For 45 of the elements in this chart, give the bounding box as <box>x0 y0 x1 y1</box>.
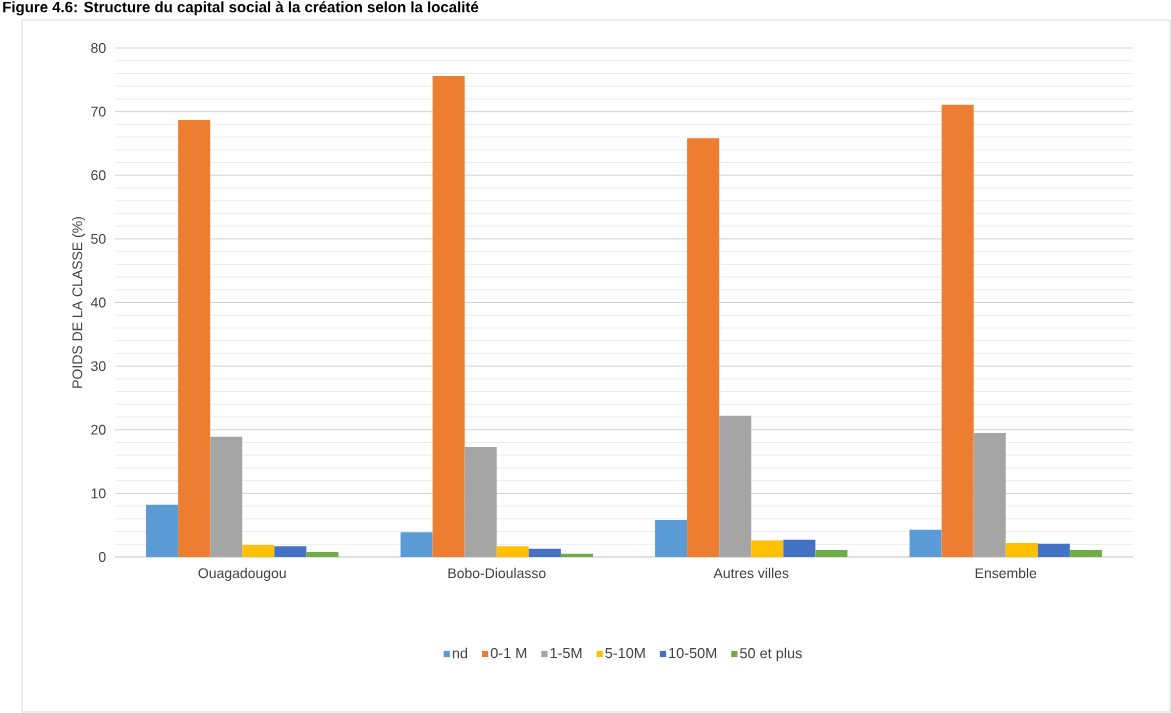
legend-label: 1-5M <box>550 647 582 659</box>
bar <box>464 446 497 557</box>
y-tick-label: 80 <box>91 43 106 53</box>
bar <box>719 415 752 557</box>
bar <box>146 504 179 557</box>
x-tick-label: Ensemble <box>975 567 1037 579</box>
bar <box>210 436 243 557</box>
bar <box>751 540 784 557</box>
x-tick-label: Ouagadougou <box>198 567 286 581</box>
bar <box>1037 543 1070 557</box>
y-tick-label: 40 <box>90 297 106 308</box>
y-axis-title: POIDS DE LA CLASSE (%) <box>72 217 86 388</box>
x-tick-label: Bobo-Dioulasso <box>448 567 546 579</box>
legend-label: 0-1 M <box>490 647 527 659</box>
x-tick-label: Autres villes <box>713 567 789 579</box>
y-tick-label: 0 <box>98 552 106 562</box>
bar <box>560 553 593 557</box>
bar <box>178 119 211 557</box>
bar <box>815 550 848 557</box>
bar <box>242 544 275 557</box>
bar <box>655 520 688 557</box>
bar <box>496 546 529 557</box>
chart-title: Figure 4.6: Structure du capital social à la création selon la localité <box>3 1 479 16</box>
bar <box>941 104 974 557</box>
bar <box>687 138 720 557</box>
y-tick-label: 10 <box>91 488 106 499</box>
legend-label: 5-10M <box>605 647 645 659</box>
bar <box>306 551 339 557</box>
bar <box>432 76 465 557</box>
legend-label: nd <box>452 647 468 659</box>
bar <box>909 529 942 557</box>
y-tick-label: 70 <box>91 106 106 117</box>
bar <box>783 539 816 557</box>
bar <box>973 432 1006 557</box>
y-tick-label: 30 <box>91 361 106 372</box>
y-tick-label: 20 <box>91 424 106 435</box>
legend-label: 50 et plus <box>740 647 802 662</box>
bar <box>528 548 561 557</box>
y-tick-label: 60 <box>91 170 106 181</box>
bar <box>1005 543 1038 557</box>
bar <box>1069 550 1102 557</box>
legend-label: 10-50M <box>669 647 717 659</box>
bar <box>274 546 307 557</box>
bar <box>400 532 433 557</box>
y-tick-label: 50 <box>91 233 106 244</box>
